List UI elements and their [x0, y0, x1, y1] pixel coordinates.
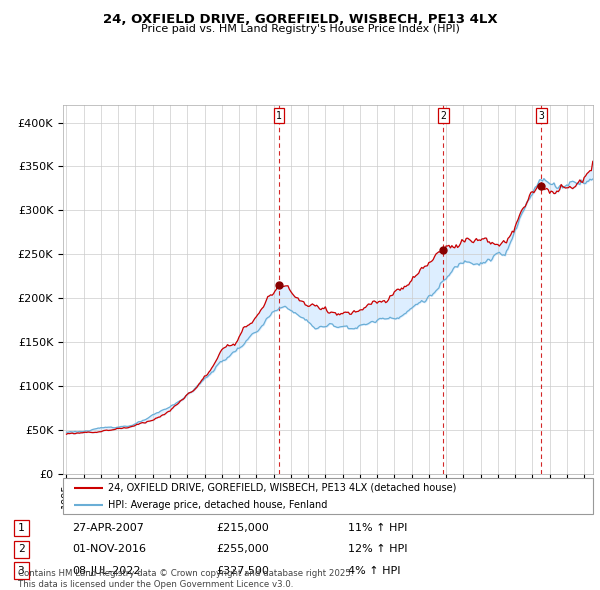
Text: 01-NOV-2016: 01-NOV-2016: [72, 545, 146, 554]
Text: 2: 2: [440, 110, 446, 120]
Text: 24, OXFIELD DRIVE, GOREFIELD, WISBECH, PE13 4LX: 24, OXFIELD DRIVE, GOREFIELD, WISBECH, P…: [103, 13, 497, 26]
Text: 24, OXFIELD DRIVE, GOREFIELD, WISBECH, PE13 4LX (detached house): 24, OXFIELD DRIVE, GOREFIELD, WISBECH, P…: [108, 483, 457, 493]
Text: HPI: Average price, detached house, Fenland: HPI: Average price, detached house, Fenl…: [108, 500, 328, 510]
Text: 3: 3: [538, 110, 544, 120]
Text: £327,500: £327,500: [216, 566, 269, 575]
Text: £215,000: £215,000: [216, 523, 269, 533]
Text: 11% ↑ HPI: 11% ↑ HPI: [348, 523, 407, 533]
Text: 4% ↑ HPI: 4% ↑ HPI: [348, 566, 401, 575]
Text: 1: 1: [17, 523, 25, 533]
Text: 1: 1: [276, 110, 282, 120]
Text: 3: 3: [17, 566, 25, 575]
Text: £255,000: £255,000: [216, 545, 269, 554]
Text: 27-APR-2007: 27-APR-2007: [72, 523, 144, 533]
Text: 08-JUL-2022: 08-JUL-2022: [72, 566, 140, 575]
Text: 12% ↑ HPI: 12% ↑ HPI: [348, 545, 407, 554]
Text: Contains HM Land Registry data © Crown copyright and database right 2025.
This d: Contains HM Land Registry data © Crown c…: [18, 569, 353, 589]
Text: 2: 2: [17, 545, 25, 554]
Text: Price paid vs. HM Land Registry's House Price Index (HPI): Price paid vs. HM Land Registry's House …: [140, 24, 460, 34]
